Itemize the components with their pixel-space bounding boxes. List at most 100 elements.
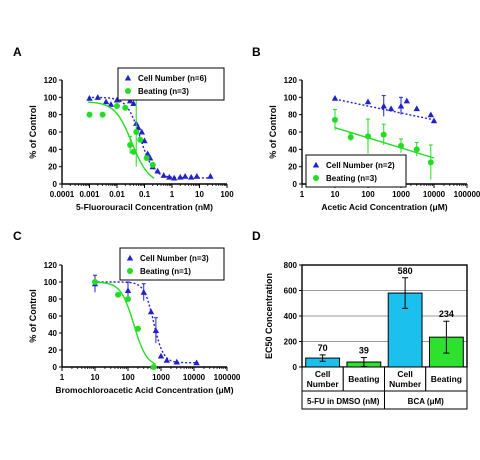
y-tick-label: 0	[293, 180, 298, 189]
data-point-circle	[134, 325, 141, 332]
panel-letter-a: A	[13, 45, 22, 59]
panel-letter-d: D	[252, 229, 261, 243]
x-tick-label: 100	[121, 373, 135, 382]
legend-circle-icon	[127, 268, 133, 274]
category-label-line: Cell	[315, 369, 331, 379]
series-beating	[86, 96, 156, 179]
legend-label: Cell Number (n=3)	[140, 254, 209, 263]
fit-curve	[334, 127, 435, 159]
data-point-triangle	[130, 100, 137, 106]
legend: Cell Number (n=3) Beating (n=1)	[119, 247, 225, 281]
data-point-triangle	[135, 124, 142, 131]
fit-curve	[334, 98, 435, 121]
y-tick-label: 120	[44, 261, 58, 270]
legend-triangle-icon	[124, 74, 132, 81]
y-tick-label: 120	[44, 76, 58, 85]
data-point-triangle	[140, 289, 147, 295]
data-point-triangle	[193, 173, 201, 179]
legend-label: Beating (n=1)	[140, 267, 191, 276]
y-tick-label: 600	[284, 287, 298, 296]
data-point-circle	[92, 279, 98, 285]
data-point-triangle	[102, 98, 110, 105]
y-tick-label: 200	[284, 338, 298, 347]
panel-letter-c: C	[13, 229, 22, 243]
legend-triangle-icon	[312, 161, 320, 168]
data-point-circle	[125, 296, 131, 302]
x-tick-label: 10	[91, 373, 100, 382]
category-cell	[384, 366, 427, 392]
group-cell	[384, 390, 468, 410]
data-point-triangle	[147, 308, 155, 315]
y-tick-label: 80	[288, 111, 297, 120]
data-point-triangle	[138, 128, 146, 135]
x-tick-label: 0.001	[79, 190, 100, 199]
x-tick-label: 10000	[423, 190, 446, 199]
y-tick-label: 40	[48, 329, 57, 338]
legend-circle-icon	[125, 88, 131, 94]
bar-value-label: 234	[439, 309, 454, 319]
y-tick-label: 100	[284, 93, 298, 102]
y-axis-label: EC50 Concentration	[264, 273, 274, 359]
data-point-triangle	[387, 105, 395, 112]
fit-curve	[88, 101, 155, 179]
data-point-circle	[365, 133, 371, 140]
x-tick-label: 100000	[454, 190, 480, 199]
series-beating	[332, 108, 435, 180]
x-tick-label: 0.1	[139, 190, 151, 199]
data-point-circle	[332, 116, 338, 123]
data-point-circle	[99, 111, 106, 118]
chart-panel-a: A 0 20 40 60 80 100 120 0.0001 0.001 0.01 0.1 1 10 100…	[13, 45, 234, 212]
data-point-circle	[427, 159, 434, 166]
x-tick-label: 100	[361, 190, 375, 199]
x-tick-label: 1	[60, 373, 65, 382]
data-point-circle	[114, 103, 120, 109]
data-point-triangle	[163, 357, 171, 363]
data-point-triangle	[193, 359, 200, 366]
data-point-circle	[143, 155, 150, 161]
data-point-triangle	[403, 97, 411, 104]
bar-value-label: 580	[398, 266, 413, 276]
x-axis-label: Bromochloroacetic Acid Concentration (μM…	[55, 385, 233, 395]
category-label: Beating	[431, 374, 462, 384]
legend-circle-icon	[313, 175, 319, 181]
data-point-triangle	[94, 94, 101, 100]
group-label: BCA (μM)	[408, 397, 444, 406]
category-label: Cell Number	[307, 369, 340, 389]
data-point-circle	[115, 291, 122, 298]
y-tick-label: 0	[53, 363, 58, 372]
data-point-circle	[86, 111, 93, 118]
series-cell-number	[91, 274, 200, 366]
data-point-triangle	[141, 137, 148, 144]
data-point-triangle	[144, 150, 151, 157]
data-point-circle	[130, 148, 137, 155]
x-tick-label: 0.0001	[50, 190, 75, 199]
series-cell-number	[331, 95, 438, 124]
data-point-triangle	[188, 173, 195, 180]
x-tick-label: 10	[195, 190, 204, 199]
data-point-triangle	[331, 95, 339, 101]
y-tick-label: 80	[48, 295, 57, 304]
data-point-triangle	[160, 172, 167, 178]
series-cell-number	[86, 90, 214, 181]
x-tick-label: 1000	[152, 373, 170, 382]
legend-box	[305, 154, 407, 188]
x-axis-label: 5-Fluorouracil Concentration (nM)	[76, 202, 213, 212]
data-point-triangle	[430, 117, 438, 124]
y-tick-label: 40	[288, 145, 297, 154]
data-point-triangle	[124, 287, 132, 294]
bar-value-label: 39	[359, 346, 369, 356]
y-tick-label: 100	[44, 93, 58, 102]
category-cell	[425, 366, 468, 392]
data-point-circle	[127, 142, 134, 148]
legend-label: Cell Number (n=6)	[138, 74, 207, 83]
legend-label: Beating (n=3)	[326, 174, 377, 183]
series-beating	[92, 279, 157, 370]
data-point-circle	[137, 136, 144, 143]
y-tick-label: 20	[48, 163, 57, 172]
data-point-triangle	[152, 327, 160, 334]
data-point-circle	[347, 134, 354, 141]
data-point-triangle	[166, 173, 173, 180]
